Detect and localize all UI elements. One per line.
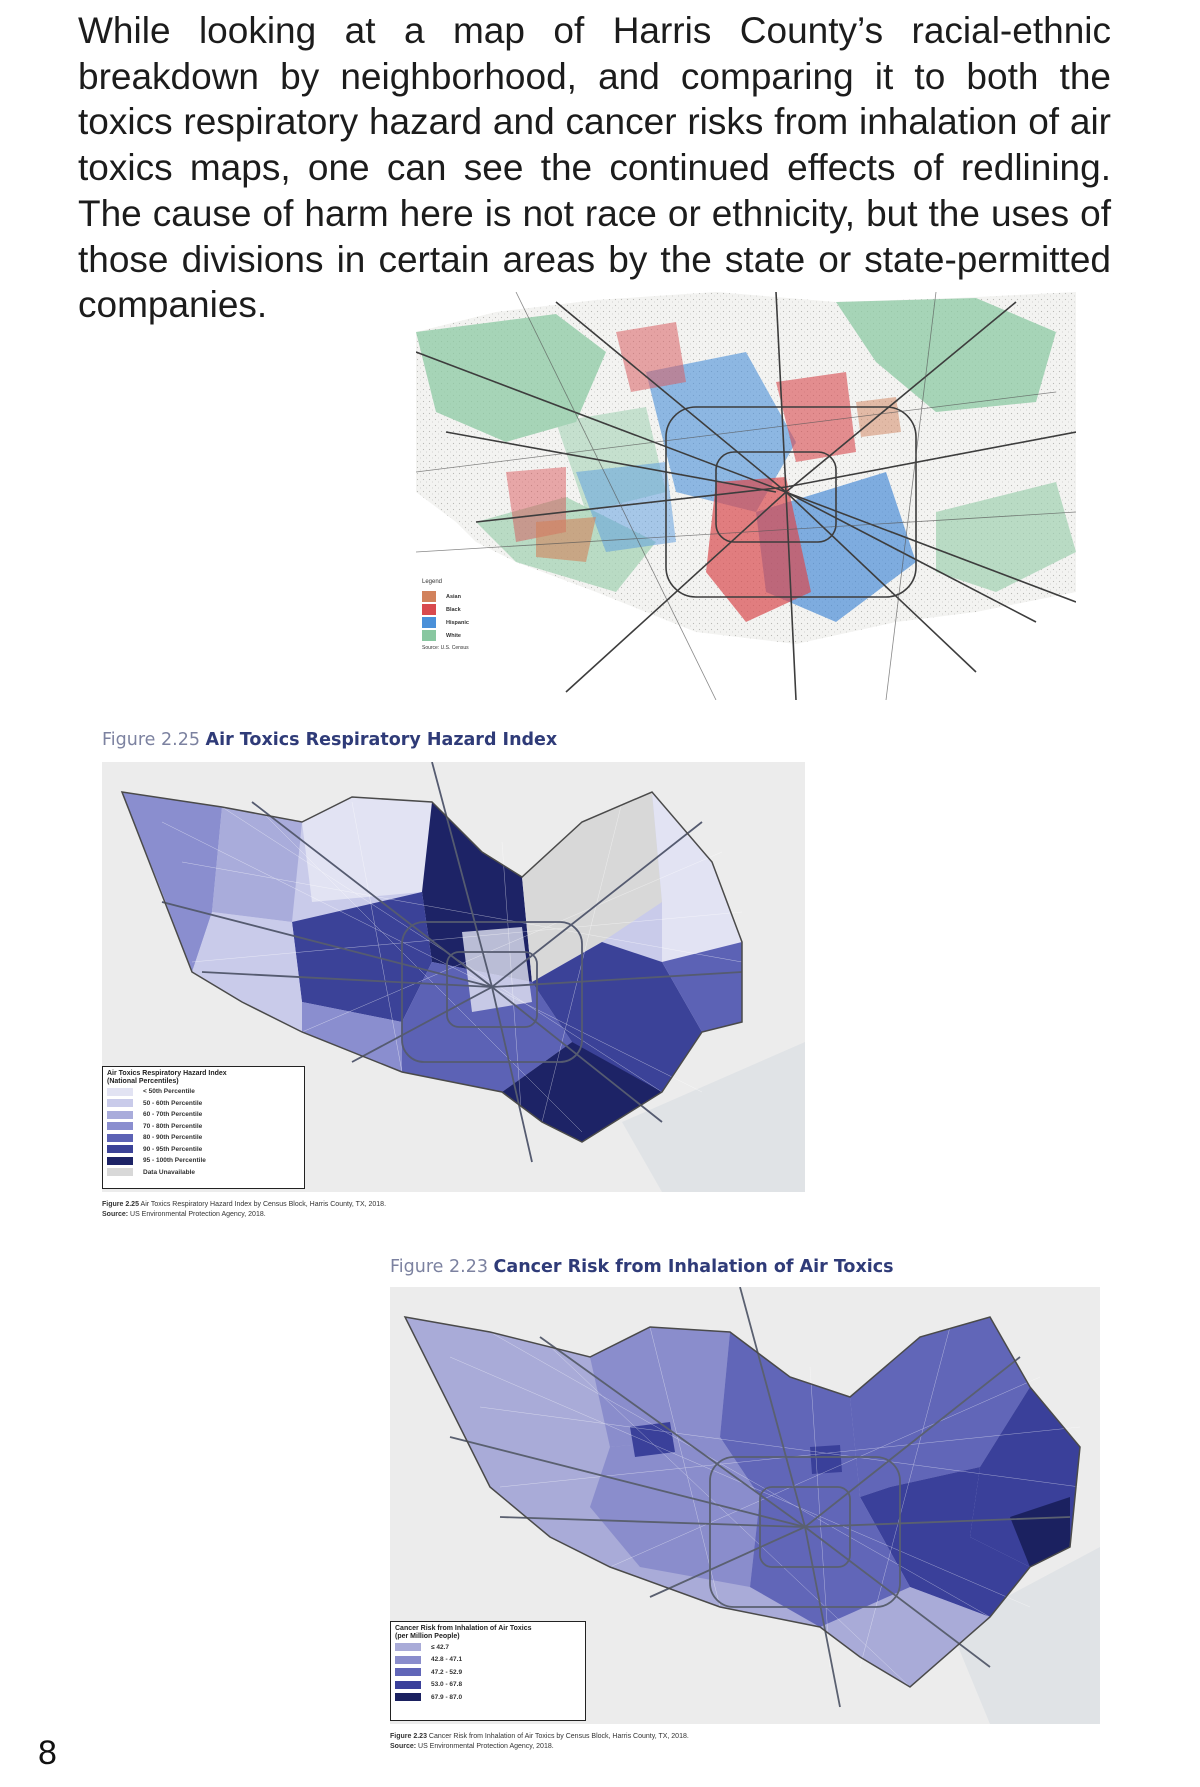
figure-225-legend-swatch [107,1156,133,1165]
race-map-legend-item: Asian [422,590,502,603]
figure-223-source-label: Source: [390,1743,417,1750]
race-legend-title: Legend [422,579,443,585]
figure-225-legend-label: 95 - 100th Percentile [143,1157,206,1165]
intro-paragraph: While looking at a map of Harris County’… [78,10,1111,326]
race-map-legend-label: Black [446,606,461,613]
figure-223-legend-item: ≤ 42.7 [395,1641,581,1654]
race-ethnicity-map: Legend Asian Black Hispanic White Source: U… [416,292,1076,700]
race-map-legend-label: White [446,632,461,639]
figure-225-legend-item: Data Unavailable [107,1167,300,1179]
figure-225-legend-label: 80 - 90th Percentile [143,1134,203,1142]
figure-225-legend-label: 90 - 95th Percentile [143,1145,203,1153]
figure-225-caption-label: Figure 2.25 [102,1201,139,1208]
race-map-legend-swatch [422,604,436,615]
race-map-source: Source: U.S. Census [422,645,469,651]
figure-223-legend-item: 42.8 - 47.1 [395,1654,581,1667]
race-map-legend-item: Hispanic [422,616,502,629]
figure-225-title: Figure 2.25 Air Toxics Respiratory Hazar… [102,730,557,750]
figure-225-legend-label: 60 - 70th Percentile [143,1111,203,1119]
race-map-legend-swatch [422,630,436,641]
figure-223-legend-label: 53.0 - 67.8 [431,1681,463,1689]
figure-223-legend-label: 67.9 - 87.0 [431,1693,463,1701]
race-map-legend-swatch [422,617,436,628]
race-map-legend-swatch [422,591,436,602]
figure-225-legend-swatch [107,1168,133,1177]
figure-223-title: Figure 2.23 Cancer Risk from Inhalation … [390,1257,894,1277]
figure-225-legend-label: Data Unavailable [143,1168,196,1176]
figure-225-legend-label: < 50th Percentile [143,1088,195,1096]
figure-225-caption: Figure 2.25 Air Toxics Respiratory Hazar… [102,1200,802,1220]
figure-223-legend-swatch [395,1680,421,1689]
figure-223-legend-swatch [395,1668,421,1677]
cancer-risk-map: Cancer Risk from Inhalation of Air Toxic… [390,1287,1100,1724]
figure-223-caption: Figure 2.23 Cancer Risk from Inhalation … [390,1732,1090,1752]
figure-225-legend-swatch [107,1133,133,1142]
figure-223-caption-text: Cancer Risk from Inhalation of Air Toxic… [428,1733,689,1740]
figure-225-legend-title: Air Toxics Respiratory Hazard Index (Nat… [107,1070,227,1085]
figure-225-caption-text: Air Toxics Respiratory Hazard Index by C… [140,1201,387,1208]
page-number: 8 [38,1734,57,1772]
figure-223-legend-item: 53.0 - 67.8 [395,1679,581,1692]
figure-225-number: Figure 2.25 [102,730,200,750]
figure-225-legend: Air Toxics Respiratory Hazard Index (Nat… [102,1066,305,1189]
figure-225-legend-swatch [107,1087,133,1096]
figure-223-legend-title: Cancer Risk from Inhalation of Air Toxic… [395,1625,532,1640]
race-map-legend-label: Asian [446,593,461,600]
figure-225-legend-label: 50 - 60th Percentile [143,1099,203,1107]
figure-225-source-label: Source: [102,1211,129,1218]
figure-225-source-text: US Environmental Protection Agency, 2018… [130,1211,266,1218]
figure-223-legend-swatch [395,1693,421,1702]
respiratory-hazard-map: Air Toxics Respiratory Hazard Index (Nat… [102,762,805,1192]
race-map-legend: Legend Asian Black Hispanic White Source: U… [422,579,502,651]
figure-225-legend-swatch [107,1110,133,1119]
figure-223-legend-label: 42.8 - 47.1 [431,1656,463,1664]
figure-225-legend-item: 80 - 90th Percentile [107,1132,300,1144]
figure-225-legend-item: < 50th Percentile [107,1086,300,1098]
race-map-legend-item: Black [422,603,502,616]
figure-223-legend: Cancer Risk from Inhalation of Air Toxic… [390,1621,586,1721]
figure-223-source-text: US Environmental Protection Agency, 2018… [418,1743,554,1750]
figure-225-legend-item: 95 - 100th Percentile [107,1155,300,1167]
figure-225-name: Air Toxics Respiratory Hazard Index [205,730,558,750]
figure-225-legend-item: 90 - 95th Percentile [107,1144,300,1156]
figure-223-legend-swatch [395,1655,421,1664]
race-map-legend-label: Hispanic [446,619,469,626]
figure-223-legend-label: 47.2 - 52.9 [431,1668,463,1676]
figure-223-legend-swatch [395,1643,421,1652]
figure-223-name: Cancer Risk from Inhalation of Air Toxic… [493,1257,894,1277]
figure-225-legend-swatch [107,1145,133,1154]
figure-225-legend-item: 70 - 80th Percentile [107,1121,300,1133]
figure-225-legend-label: 70 - 80th Percentile [143,1122,203,1130]
race-map-legend-item: White [422,629,502,642]
figure-225-legend-item: 50 - 60th Percentile [107,1098,300,1110]
figure-223-legend-item: 47.2 - 52.9 [395,1666,581,1679]
figure-223-legend-item: 67.9 - 87.0 [395,1691,581,1704]
figure-223-legend-label: ≤ 42.7 [431,1643,450,1651]
figure-223-caption-label: Figure 2.23 [390,1733,427,1740]
figure-225-legend-swatch [107,1122,133,1131]
figure-225-legend-swatch [107,1099,133,1108]
figure-223-number: Figure 2.23 [390,1257,488,1277]
figure-225-legend-item: 60 - 70th Percentile [107,1109,300,1121]
